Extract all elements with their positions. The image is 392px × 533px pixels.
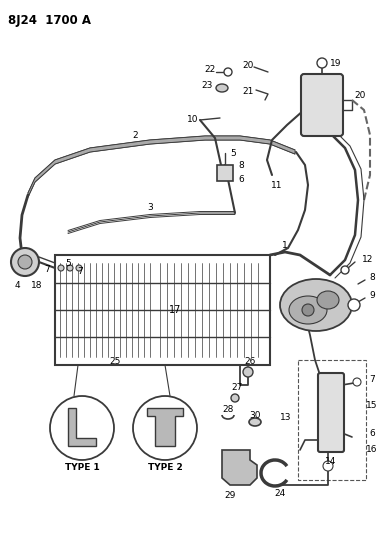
Text: 16: 16 [366, 446, 378, 455]
Text: 2: 2 [132, 132, 138, 141]
Text: 20: 20 [354, 91, 366, 100]
Text: 23: 23 [201, 80, 213, 90]
Text: 11: 11 [271, 181, 283, 190]
Circle shape [58, 265, 64, 271]
FancyBboxPatch shape [318, 373, 344, 452]
Text: 22: 22 [204, 66, 216, 75]
Circle shape [231, 394, 239, 402]
Text: 6: 6 [369, 429, 375, 438]
Text: 26: 26 [244, 358, 256, 367]
Text: 8J24  1700 A: 8J24 1700 A [8, 14, 91, 27]
Text: TYPE 2: TYPE 2 [148, 464, 182, 472]
Circle shape [323, 461, 333, 471]
Text: 20: 20 [242, 61, 254, 69]
Text: 10: 10 [187, 116, 199, 125]
Text: 28: 28 [222, 406, 234, 415]
Circle shape [224, 68, 232, 76]
Circle shape [133, 396, 197, 460]
Text: 21: 21 [242, 87, 254, 96]
Polygon shape [147, 408, 183, 446]
Circle shape [243, 367, 253, 377]
Text: 24: 24 [274, 489, 286, 497]
Circle shape [353, 378, 361, 386]
Polygon shape [28, 136, 295, 197]
Text: 15: 15 [366, 400, 378, 409]
Circle shape [302, 304, 314, 316]
Circle shape [11, 248, 39, 276]
Text: 18: 18 [31, 281, 43, 290]
Ellipse shape [280, 279, 352, 331]
Text: TYPE 1: TYPE 1 [65, 464, 100, 472]
Circle shape [67, 265, 73, 271]
Bar [298, 360, 366, 480]
Circle shape [341, 266, 349, 274]
Circle shape [348, 299, 360, 311]
Bar [55, 255, 270, 365]
Polygon shape [68, 408, 96, 446]
Text: 7: 7 [369, 376, 375, 384]
Text: 8: 8 [238, 160, 244, 169]
Text: 7: 7 [77, 268, 83, 277]
Text: 17: 17 [169, 305, 181, 315]
Bar [217, 165, 233, 181]
Text: 29: 29 [224, 491, 236, 500]
Polygon shape [222, 450, 257, 485]
Circle shape [18, 255, 32, 269]
Text: 30: 30 [249, 410, 261, 419]
Text: 19: 19 [330, 59, 342, 68]
Ellipse shape [249, 418, 261, 426]
FancyBboxPatch shape [301, 74, 343, 136]
Text: 8: 8 [369, 273, 375, 282]
Text: 13: 13 [280, 413, 292, 422]
Text: 1: 1 [282, 240, 288, 249]
Ellipse shape [216, 84, 228, 92]
Text: 6: 6 [238, 174, 244, 183]
Circle shape [76, 265, 82, 271]
Text: 25: 25 [109, 358, 121, 367]
Text: 14: 14 [325, 457, 337, 466]
Text: 12: 12 [362, 255, 374, 264]
Text: 9: 9 [369, 292, 375, 301]
Circle shape [50, 396, 114, 460]
Text: 5: 5 [230, 149, 236, 157]
Text: 4: 4 [14, 281, 20, 290]
Circle shape [317, 58, 327, 68]
Text: 5: 5 [65, 260, 71, 269]
Text: 7: 7 [44, 265, 50, 274]
Ellipse shape [317, 291, 339, 309]
Text: 3: 3 [147, 204, 153, 213]
Text: 27: 27 [231, 384, 243, 392]
Ellipse shape [289, 296, 327, 324]
